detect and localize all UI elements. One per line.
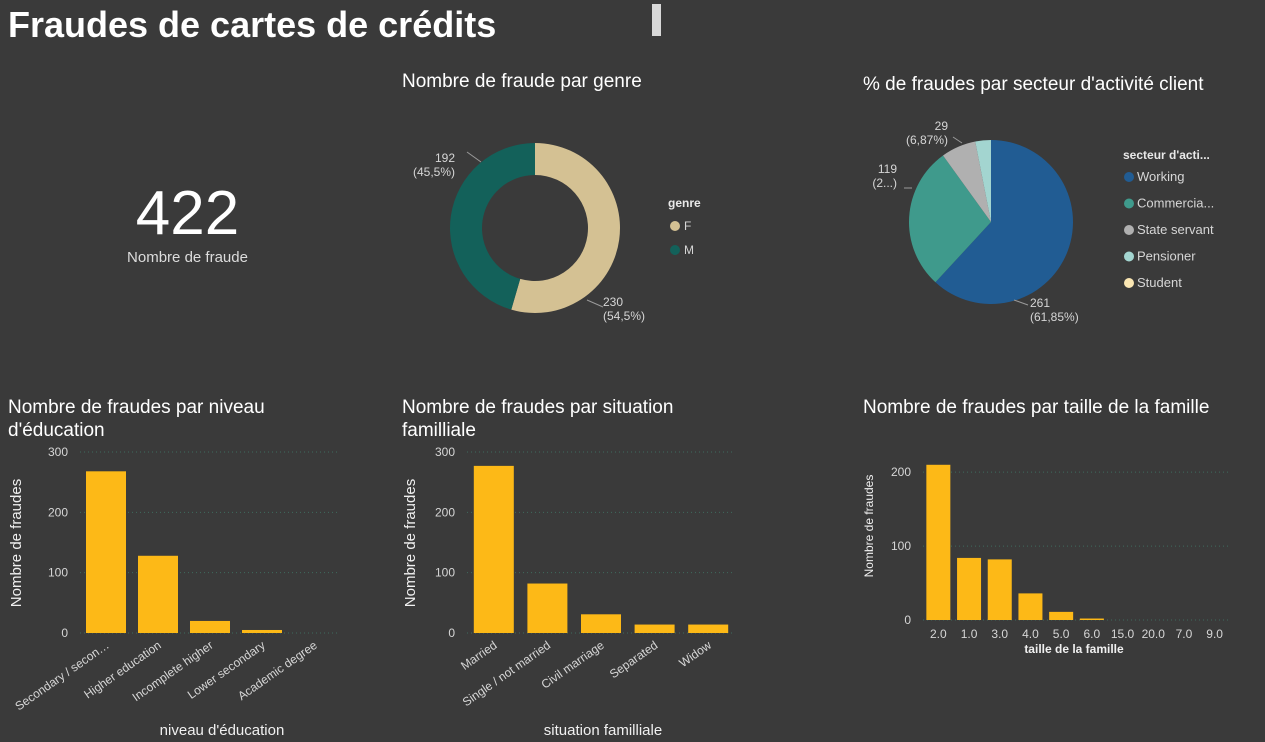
y-tick-label: 300	[48, 445, 68, 459]
legend-item: Commercia...	[1137, 196, 1214, 211]
y-tick-label: 100	[435, 566, 455, 580]
x-tick-label: 15.0	[1111, 627, 1135, 641]
bar[interactable]	[1049, 611, 1074, 620]
data-label-percent: (61,85%)	[1030, 310, 1079, 324]
text-cursor-icon	[652, 4, 661, 36]
legend-title: genre	[668, 196, 701, 210]
pie-slice-pensioner[interactable]	[975, 140, 991, 222]
legend-marker-f	[670, 221, 680, 231]
situation-chart-title: Nombre de fraudes par situation famillia…	[402, 397, 674, 441]
data-label-percent: (54,5%)	[603, 309, 645, 323]
bar[interactable]	[987, 559, 1012, 620]
data-label-value: 192	[435, 151, 455, 165]
bar[interactable]	[688, 624, 729, 633]
x-tick-label: 9.0	[1206, 627, 1223, 641]
data-label-percent: (6,87%)	[906, 133, 948, 147]
data-label-value: 119	[878, 162, 897, 176]
y-tick-label: 300	[435, 445, 455, 459]
pie-slice-commercial-associate[interactable]	[909, 155, 991, 283]
x-axis-title: taille de la famille	[1024, 642, 1124, 656]
x-tick-label: 4.0	[1022, 627, 1039, 641]
x-tick-label: Widow	[676, 638, 714, 670]
data-label-value: 230	[603, 295, 623, 309]
taille-bar-chart[interactable]: 0 100 200 2.0 1.0 3.0 4.0 5.0 6.0 15.0 20.0 7.0 9.0 t…	[855, 450, 1255, 665]
legend-item: Working	[1137, 169, 1184, 184]
bar[interactable]	[926, 464, 951, 620]
kpi-value: 422	[135, 179, 240, 248]
data-label-percent: (2...)	[872, 176, 897, 190]
legend-marker	[1124, 278, 1134, 288]
x-tick-label: 1.0	[961, 627, 978, 641]
bar[interactable]	[86, 471, 126, 633]
y-axis-title: Nombre de fraudes	[862, 475, 876, 578]
donut-slice-f[interactable]	[511, 143, 620, 313]
leader-line	[586, 299, 604, 308]
leader-line	[952, 136, 963, 144]
legend-marker	[1124, 172, 1134, 182]
legend-item: M	[684, 243, 694, 257]
bar[interactable]	[527, 583, 568, 633]
x-tick-label: 2.0	[930, 627, 947, 641]
y-tick-label: 200	[435, 505, 455, 519]
genre-donut-chart[interactable]: 230(54,5%) 192(45,5%) genre FM	[395, 100, 755, 340]
y-tick-label: 100	[891, 539, 911, 553]
y-tick-label: 200	[891, 465, 911, 479]
pie-slice-working[interactable]	[935, 140, 1073, 304]
page-title: Fraudes de cartes de crédits	[8, 4, 497, 45]
secteur-pie-chart[interactable]: 261(61,85%) 119(2...) 29(6,87%) secteur d'a…	[850, 105, 1260, 335]
legend-item: State servant	[1137, 222, 1214, 237]
secteur-chart-title: % de fraudes par secteur d'activité clie…	[863, 74, 1204, 95]
data-label-value: 29	[935, 119, 949, 133]
bar[interactable]	[581, 614, 621, 633]
legend-marker	[1124, 198, 1134, 209]
bar[interactable]	[957, 557, 982, 620]
bar[interactable]	[634, 624, 675, 633]
y-tick-label: 0	[61, 626, 68, 640]
legend-marker	[1124, 225, 1134, 235]
legend-item: Pensioner	[1137, 249, 1196, 264]
data-label-value: 261	[1030, 296, 1050, 310]
leader-line	[1013, 299, 1029, 306]
kpi-label: Nombre de fraude	[127, 249, 248, 266]
pie-slice-state-servant[interactable]	[942, 141, 991, 222]
legend-marker	[1124, 251, 1134, 262]
bar[interactable]	[190, 620, 230, 633]
x-tick-label: Single / not married	[460, 638, 553, 709]
x-tick-label: 7.0	[1176, 627, 1193, 641]
y-tick-label: 0	[904, 613, 911, 627]
x-tick-label: 20.0	[1142, 627, 1166, 641]
bar[interactable]	[473, 465, 514, 633]
genre-chart-title: Nombre de fraude par genre	[402, 71, 642, 92]
x-tick-label: Married	[458, 638, 499, 673]
y-tick-label: 100	[48, 566, 68, 580]
taille-chart-title: Nombre de fraudes par taille de la famil…	[863, 397, 1210, 418]
bar[interactable]	[242, 629, 282, 633]
y-axis-title: Nombre de fraudes	[402, 479, 419, 607]
data-label-percent: (45,5%)	[413, 165, 455, 179]
leader-line	[466, 151, 482, 163]
x-tick-label: 3.0	[991, 627, 1008, 641]
legend-title: secteur d'acti...	[1123, 148, 1210, 162]
donut-slice-m[interactable]	[449, 143, 535, 310]
bar[interactable]	[1018, 593, 1043, 620]
x-tick-label: 5.0	[1053, 627, 1070, 641]
legend-item: F	[684, 219, 691, 233]
y-tick-label: 0	[448, 626, 455, 640]
legend-item: Student	[1137, 275, 1182, 290]
x-tick-label: Secondary / secon…	[12, 638, 111, 713]
y-tick-label: 200	[48, 505, 68, 519]
bar[interactable]	[1079, 618, 1104, 620]
bar[interactable]	[138, 555, 178, 633]
x-axis-title: situation familliale	[544, 722, 662, 739]
x-tick-label: Separated	[607, 638, 660, 681]
education-chart-title: Nombre de fraudes par niveau d'éducation	[8, 397, 265, 441]
x-tick-label: 6.0	[1084, 627, 1101, 641]
x-axis-title: niveau d'éducation	[160, 722, 285, 739]
legend-marker-m	[670, 245, 680, 255]
y-axis-title: Nombre de fraudes	[8, 479, 25, 607]
